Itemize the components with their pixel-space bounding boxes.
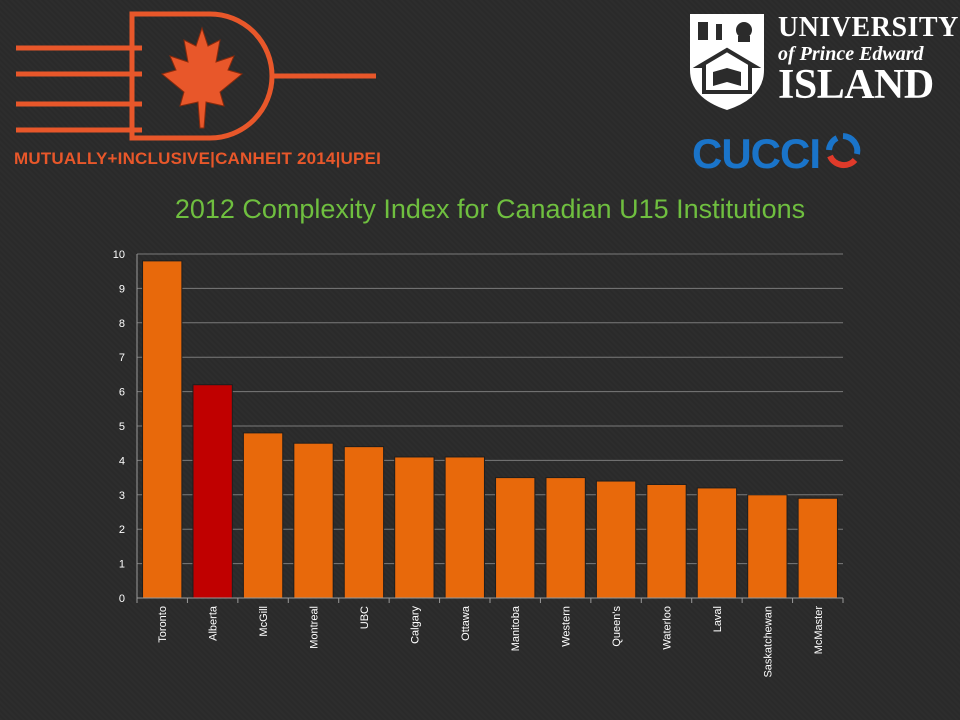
y-tick-label: 8 bbox=[119, 318, 125, 330]
bar-laval bbox=[696, 487, 738, 599]
bar-mcgill bbox=[242, 432, 284, 599]
chart-title: 2012 Complexity Index for Canadian U15 I… bbox=[174, 194, 806, 224]
bar-saskatchewan bbox=[747, 494, 788, 599]
x-tick-label: Manitoba bbox=[510, 605, 522, 651]
cuccio-logo: CUCCI bbox=[692, 128, 864, 177]
y-tick-label: 2 bbox=[119, 524, 125, 536]
y-tick-label: 10 bbox=[113, 249, 125, 261]
y-tick-label: 0 bbox=[119, 593, 125, 605]
upei-line1: UNIVERSITY bbox=[778, 12, 959, 43]
axes: 0 1 2 3 4 5 6 7 8 9 10 Toronto Alberta McGill Montreal… bbox=[113, 249, 844, 678]
x-tick-label: Waterloo bbox=[662, 606, 674, 650]
cuccio-text: CUCCI bbox=[692, 130, 821, 177]
refresh-circle-icon bbox=[826, 133, 861, 169]
x-tick-label: Western bbox=[561, 606, 573, 647]
upei-logo: UNIVERSITY of Prince Edward ISLAND bbox=[686, 12, 958, 117]
y-tick-label: 1 bbox=[119, 559, 125, 571]
upei-crest-icon bbox=[690, 14, 764, 110]
x-tick-label: Laval bbox=[712, 606, 724, 632]
x-tick-label: McGill bbox=[258, 606, 270, 637]
bar-montreal bbox=[293, 442, 334, 599]
bar-manitoba bbox=[495, 477, 536, 599]
conference-caption: MUTUALLY+INCLUSIVE|CANHEIT 2014|UPEI bbox=[14, 149, 382, 168]
x-tick-label: Ottawa bbox=[460, 605, 472, 641]
bar-queens bbox=[595, 480, 637, 599]
bar-toronto bbox=[142, 260, 183, 599]
bar-ottawa bbox=[444, 456, 485, 599]
bar-calgary bbox=[394, 456, 435, 599]
canheit-logo bbox=[16, 11, 376, 141]
x-tick-label: Saskatchewan bbox=[762, 606, 774, 678]
x-tick-label: Montreal bbox=[309, 606, 321, 649]
upei-line3: ISLAND bbox=[778, 62, 934, 108]
upei-line2: of Prince Edward bbox=[778, 43, 924, 65]
bar-mcmaster bbox=[797, 497, 838, 599]
bar-western bbox=[545, 477, 586, 599]
maple-leaf-icon bbox=[160, 26, 244, 129]
y-tick-label: 5 bbox=[119, 421, 125, 433]
x-tick-label: UBC bbox=[359, 606, 371, 629]
x-tick-label: Toronto bbox=[157, 606, 169, 643]
x-tick-label: Queen's bbox=[611, 606, 623, 647]
y-tick-label: 9 bbox=[119, 283, 125, 295]
y-tick-label: 3 bbox=[119, 490, 125, 502]
bars bbox=[142, 260, 838, 599]
y-tick-label: 4 bbox=[119, 455, 125, 467]
x-tick-label: McMaster bbox=[813, 606, 825, 655]
x-tick-label: Alberta bbox=[208, 605, 220, 641]
x-tick-label: Calgary bbox=[409, 606, 421, 644]
bar-ubc bbox=[343, 446, 385, 599]
y-tick-label: 7 bbox=[119, 352, 125, 364]
gridlines bbox=[137, 253, 843, 599]
bar-waterloo bbox=[646, 483, 687, 599]
y-tick-label: 6 bbox=[119, 387, 125, 399]
bar-alberta bbox=[192, 384, 233, 599]
